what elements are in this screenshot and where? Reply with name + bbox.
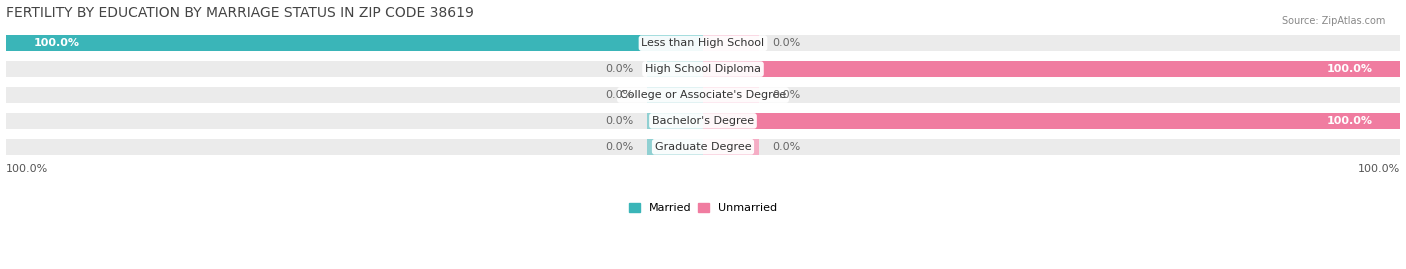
Bar [647, 61, 703, 77]
Bar [6, 139, 703, 155]
Bar [703, 139, 759, 155]
Text: 0.0%: 0.0% [605, 116, 633, 126]
Bar [703, 139, 1400, 155]
Text: Source: ZipAtlas.com: Source: ZipAtlas.com [1281, 16, 1385, 26]
Text: Bachelor's Degree: Bachelor's Degree [652, 116, 754, 126]
Bar [703, 87, 759, 103]
Bar [6, 113, 703, 129]
Text: 100.0%: 100.0% [1326, 116, 1372, 126]
Text: High School Diploma: High School Diploma [645, 64, 761, 74]
Text: 0.0%: 0.0% [773, 38, 801, 48]
Text: 100.0%: 100.0% [34, 38, 80, 48]
Bar [703, 113, 1400, 129]
Text: Graduate Degree: Graduate Degree [655, 142, 751, 152]
Bar [6, 87, 703, 103]
Bar [703, 61, 1400, 77]
Text: Less than High School: Less than High School [641, 38, 765, 48]
Text: College or Associate's Degree: College or Associate's Degree [620, 90, 786, 100]
Bar [6, 35, 703, 51]
Text: 0.0%: 0.0% [773, 142, 801, 152]
Text: 0.0%: 0.0% [773, 90, 801, 100]
Text: FERTILITY BY EDUCATION BY MARRIAGE STATUS IN ZIP CODE 38619: FERTILITY BY EDUCATION BY MARRIAGE STATU… [6, 6, 474, 20]
Text: 0.0%: 0.0% [605, 142, 633, 152]
Legend: Married, Unmarried: Married, Unmarried [624, 198, 782, 217]
Bar [647, 139, 703, 155]
Bar [703, 35, 759, 51]
Text: 100.0%: 100.0% [1358, 164, 1400, 174]
Bar [6, 61, 703, 77]
Text: 100.0%: 100.0% [6, 164, 48, 174]
Text: 0.0%: 0.0% [605, 90, 633, 100]
Bar [647, 113, 703, 129]
Bar [703, 35, 1400, 51]
Bar [703, 87, 1400, 103]
Text: 0.0%: 0.0% [605, 64, 633, 74]
Bar [647, 87, 703, 103]
Text: 100.0%: 100.0% [1326, 64, 1372, 74]
Bar [6, 35, 703, 51]
Bar [703, 61, 1400, 77]
Bar [703, 113, 1400, 129]
